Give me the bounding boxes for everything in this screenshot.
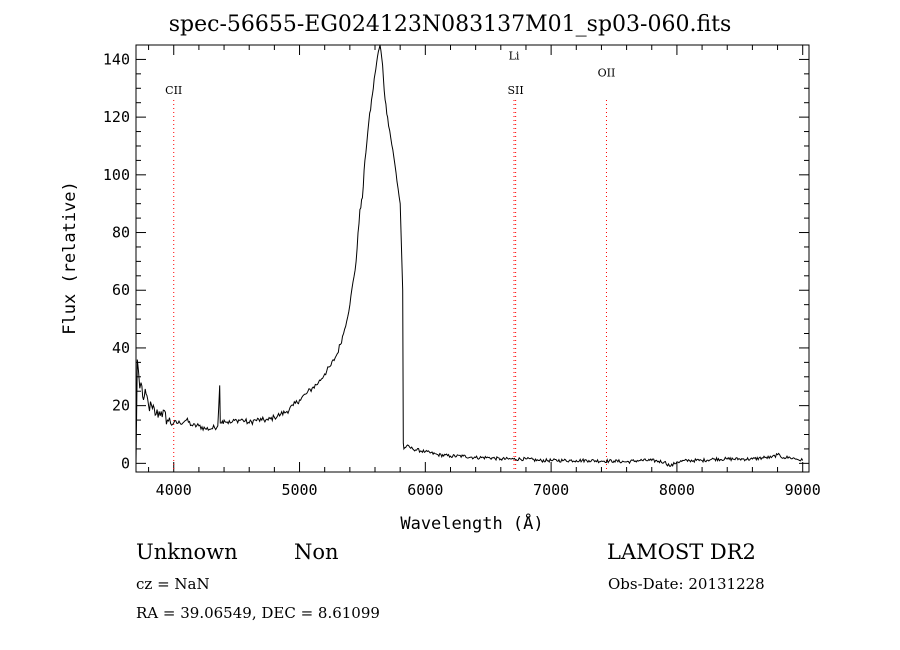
y-tick-label: 140 <box>103 50 130 68</box>
line-marker-label-li: Li <box>509 49 520 62</box>
y-tick-label: 120 <box>103 108 130 126</box>
ra-label: RA = <box>136 604 181 622</box>
dec-value: 8.61099 <box>317 604 380 622</box>
x-tick-label: 6000 <box>407 481 443 499</box>
obs-date-value: 20131228 <box>688 575 765 593</box>
survey-name: LAMOST DR2 <box>607 540 756 564</box>
x-tick-label: 5000 <box>281 481 317 499</box>
line-marker-label-oii: OII <box>598 67 616 80</box>
object-subclass: Non <box>294 540 339 564</box>
cz-value: NaN <box>174 575 210 593</box>
obs-date-label: Obs-Date: <box>608 575 689 593</box>
x-axis-label: Wavelength (Å) <box>400 512 543 534</box>
y-tick-label: 80 <box>112 224 130 242</box>
line-marker-label-cii: CII <box>165 84 182 97</box>
x-tick-label: 9000 <box>785 481 821 499</box>
spectrum-line <box>135 44 804 468</box>
y-axis-label: Flux (relative) <box>60 181 80 335</box>
y-tick-label: 20 <box>112 397 130 415</box>
cz-label: cz = <box>136 575 175 593</box>
x-tick-label: 4000 <box>156 481 192 499</box>
x-tick-label: 7000 <box>533 481 569 499</box>
x-tick-label: 8000 <box>659 481 695 499</box>
object-class: Unknown <box>136 540 238 564</box>
chart-title: spec-56655-EG024123N083137M01_sp03-060.f… <box>168 12 732 37</box>
y-tick-label: 0 <box>121 454 130 472</box>
line-marker-label-sii: SII <box>508 84 524 97</box>
y-tick-label: 60 <box>112 281 130 299</box>
y-tick-label: 100 <box>103 166 130 184</box>
redshift-readout: cz = NaN <box>136 575 210 593</box>
coordinates-readout: RA = 39.06549, DEC = 8.61099 <box>136 604 380 622</box>
ra-value: 39.06549 <box>180 604 252 622</box>
plot-frame <box>135 44 810 473</box>
dec-label: , DEC = <box>251 604 318 622</box>
obs-date-readout: Obs-Date: 20131228 <box>608 575 765 593</box>
y-tick-label: 40 <box>112 339 130 357</box>
